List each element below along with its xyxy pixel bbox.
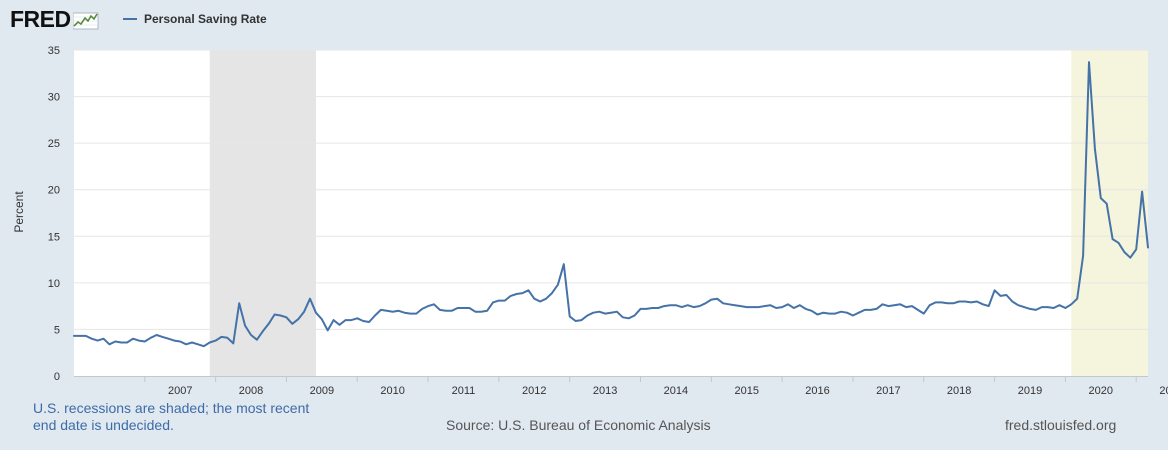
- x-tick-label-2016: 2016: [805, 385, 829, 397]
- x-tick-label-2013: 2013: [593, 385, 617, 397]
- fred-logo-text: FRED: [10, 6, 71, 32]
- x-tick-label-2010: 2010: [380, 385, 404, 397]
- x-tick-label-2021: 2021: [1159, 385, 1168, 397]
- x-tick-label-2008: 2008: [239, 385, 263, 397]
- y-tick-label-0: 0: [54, 371, 60, 383]
- x-tick-label-2012: 2012: [522, 385, 546, 397]
- fred-line-graph-icon: [72, 12, 99, 30]
- recession-note-line2: end date is undecided.: [33, 417, 174, 433]
- legend-swatch: [123, 18, 137, 20]
- chart: 0 5 10 15 20 25 30 35 2007 2008 2009 2010 2011 2012 20…: [12, 45, 1168, 397]
- y-tick-label-15: 15: [48, 231, 60, 243]
- y-tick-label-5: 5: [54, 324, 60, 336]
- x-tick-label-2007: 2007: [168, 385, 192, 397]
- x-tick-label-2014: 2014: [664, 385, 688, 397]
- y-tick-label-20: 20: [48, 185, 60, 197]
- recession-band-1: [209, 50, 316, 376]
- x-tick-label-2009: 2009: [310, 385, 334, 397]
- x-tick-label-2019: 2019: [1018, 385, 1042, 397]
- x-tick-label-2018: 2018: [947, 385, 971, 397]
- y-axis-title: Percent: [12, 191, 26, 233]
- x-tick-label-2015: 2015: [734, 385, 758, 397]
- site-link[interactable]: fred.stlouisfed.org: [1005, 417, 1117, 433]
- y-tick-label-35: 35: [48, 45, 60, 57]
- x-tick-label-2011: 2011: [452, 385, 476, 397]
- axes: 0 5 10 15 20 25 30 35 2007 2008 2009 2010 2011 2012 20…: [48, 45, 1168, 397]
- y-tick-label-10: 10: [48, 278, 60, 290]
- source-text: Source: U.S. Bureau of Economic Analysis: [446, 417, 711, 433]
- gridlines: [74, 49, 1148, 330]
- y-tick-label-30: 30: [48, 92, 60, 104]
- y-tick-label-25: 25: [48, 138, 60, 150]
- legend-label: Personal Saving Rate: [144, 12, 267, 26]
- recession-note: U.S. recessions are shaded; the most rec…: [33, 400, 333, 434]
- recession-note-line1: U.S. recessions are shaded; the most rec…: [33, 400, 310, 416]
- series-layer: [73, 61, 1149, 348]
- recession-band-2: [1071, 50, 1148, 376]
- x-tick-label-2020: 2020: [1089, 385, 1113, 397]
- series-line-personal-saving-rate: [73, 61, 1149, 348]
- fred-logo[interactable]: FRED: [10, 6, 99, 33]
- chart-header: FRED Personal Saving Rate: [0, 0, 1168, 40]
- legend: Personal Saving Rate: [123, 12, 267, 26]
- x-tick-label-2017: 2017: [876, 385, 900, 397]
